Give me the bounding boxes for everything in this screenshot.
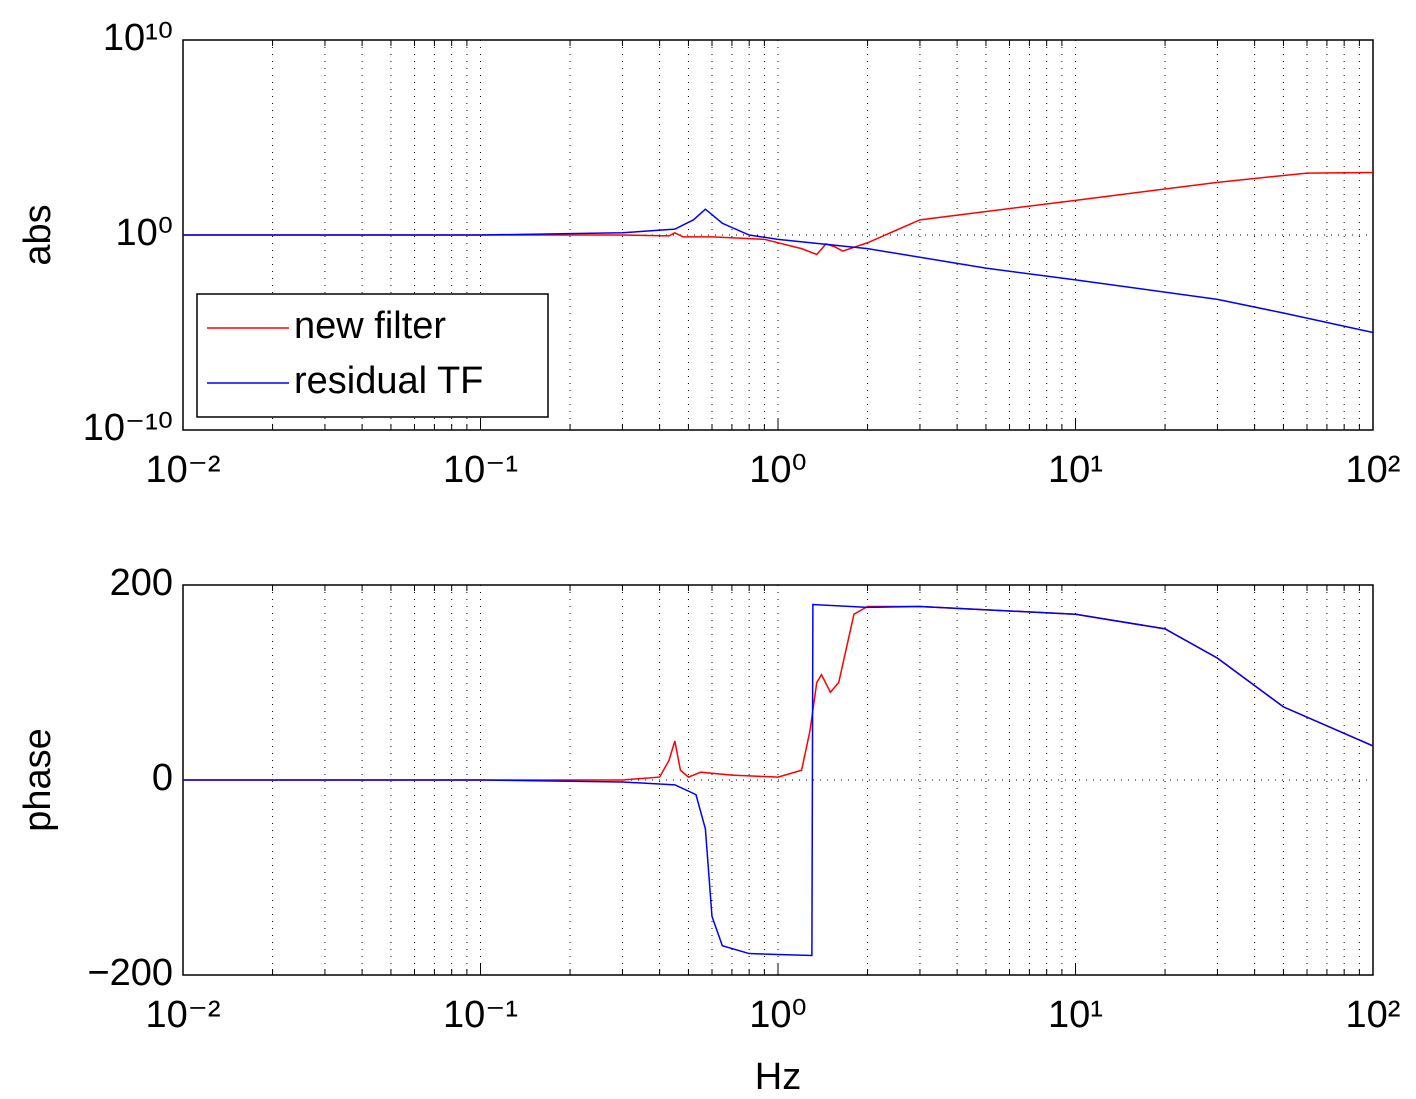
series-line xyxy=(183,208,1374,334)
y-tick-label: 10⁻¹⁰ xyxy=(83,407,173,449)
x-tick-label: 10⁰ xyxy=(749,994,807,1036)
x-tick-label: 10⁻¹ xyxy=(443,449,518,491)
y-tick-label: −200 xyxy=(87,952,173,994)
x-tick-label: 10⁰ xyxy=(749,449,807,491)
y-axis-label: abs xyxy=(17,204,59,265)
x-tick-label: 10¹ xyxy=(1048,994,1103,1036)
y-tick-label: 200 xyxy=(110,562,173,604)
legend-label: new filter xyxy=(294,305,446,347)
x-axis-label: Hz xyxy=(755,1056,801,1098)
legend-box xyxy=(196,293,549,418)
x-tick-label: 10⁻² xyxy=(146,994,221,1036)
x-tick-label: 10² xyxy=(1346,449,1401,491)
series-line xyxy=(183,171,1374,256)
x-tick-label: 10² xyxy=(1346,994,1401,1036)
y-tick-label: 0 xyxy=(152,757,173,799)
legend: new filter residual TF xyxy=(196,293,549,418)
y-tick-label: 10⁰ xyxy=(115,212,173,254)
y-axis-label: phase xyxy=(17,728,59,832)
legend-label: residual TF xyxy=(294,360,483,402)
x-tick-label: 10⁻¹ xyxy=(443,994,518,1036)
series-line xyxy=(183,603,1374,957)
y-tick-label: 10¹⁰ xyxy=(103,17,173,59)
x-tick-label: 10⁻² xyxy=(146,449,221,491)
x-tick-label: 10¹ xyxy=(1048,449,1103,491)
